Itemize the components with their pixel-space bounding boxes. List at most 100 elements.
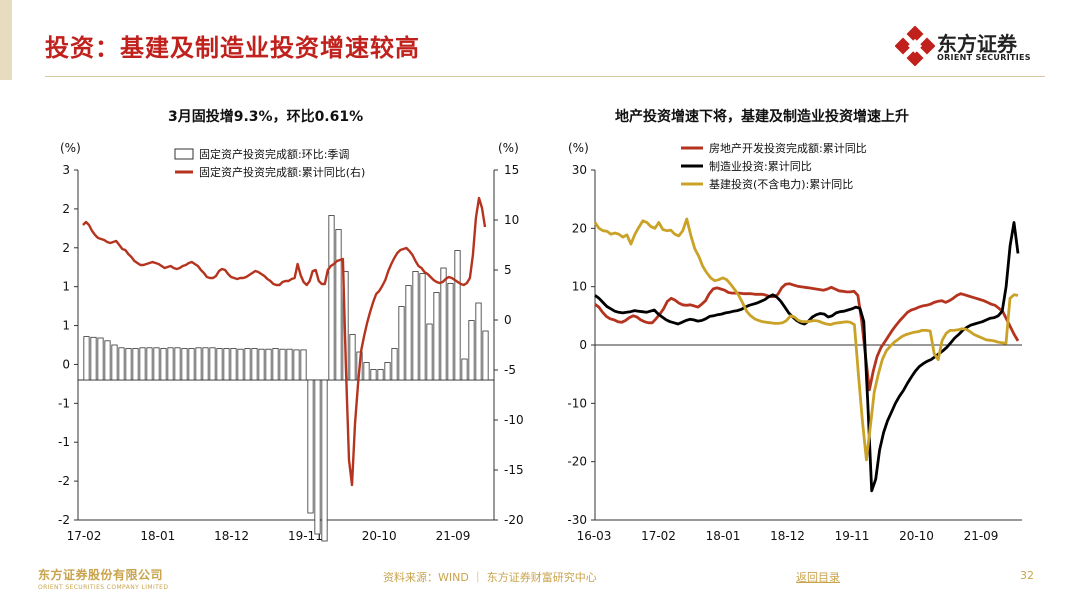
chart1-bar <box>398 306 405 381</box>
chart1-right-tick-label: -5 <box>504 363 516 377</box>
chart1-bar <box>125 348 132 381</box>
chart1-bar <box>146 347 153 381</box>
chart2-y-tick-label: -30 <box>567 513 587 527</box>
chart1-bar <box>195 347 202 381</box>
chart2-y-tick-label: 20 <box>572 221 587 235</box>
chart1-bar <box>461 358 468 381</box>
chart1-bar <box>223 348 230 381</box>
chart1-bar <box>377 369 384 381</box>
chart1-bar <box>321 379 328 542</box>
chart1-bar <box>244 348 251 381</box>
chart1-bar <box>419 273 426 381</box>
back-to-toc-link[interactable]: 返回目录 <box>796 571 840 584</box>
chart2-svg: (%) 30 20 10 0 -10 -20 -30 16-03 17-02 18-01 18-12 1… <box>567 141 1022 543</box>
chart2-y-tick-label: 30 <box>572 163 587 177</box>
chart2-y-tick-label: 0 <box>579 338 587 352</box>
chart1-bar <box>272 348 279 381</box>
side-accent-bar <box>0 0 12 80</box>
chart1-left-tick-label: -1 <box>58 435 70 449</box>
chart1-bar <box>328 215 335 381</box>
chart1-series-line <box>82 196 487 487</box>
chart1-bar <box>251 348 258 381</box>
chart1-x-tick-label: 20-10 <box>362 529 397 543</box>
chart2-y-tick-label: -10 <box>567 396 587 410</box>
chart1-right-unit: (%) <box>498 141 519 155</box>
logo-text-en: ORIENT SECURITIES <box>937 53 1031 62</box>
chart2-title: 地产投资增速下将，基建及制造业投资增速上升 <box>615 109 909 125</box>
chart2-y-tick-label: 10 <box>572 280 587 294</box>
chart1-left-unit: (%) <box>60 141 81 155</box>
chart1-bar <box>468 320 475 381</box>
chart1-bar <box>307 379 314 514</box>
chart2-y-unit: (%) <box>568 141 589 155</box>
chart1-bar <box>97 337 104 381</box>
chart2-legend-real-estate-label: 房地产开发投资完成额:累计同比 <box>709 141 867 155</box>
chart1-legend-bar-label: 固定资产投资完成额:环比:季调 <box>199 147 349 161</box>
chart1-bar <box>167 347 174 381</box>
chart1-bar <box>335 229 342 381</box>
chart1-bar <box>181 348 188 381</box>
chart1-bar <box>265 348 272 381</box>
chart1-bar <box>139 347 146 381</box>
chart1-bar <box>258 348 265 381</box>
chart1-bar <box>363 362 370 381</box>
company-logo: 东方证券 ORIENT SECURITIES <box>894 25 1045 68</box>
chart1-left-tick-label: -2 <box>58 474 70 488</box>
chart1-bar <box>412 271 419 381</box>
chart1-left-tick-label: 1 <box>62 280 70 294</box>
chart1-right-tick-label: 15 <box>504 163 519 177</box>
footer-logo: 东方证券股份有限公司 ORIENT SECURITIES COMPANY LIM… <box>38 566 168 591</box>
chart1-bar <box>482 330 489 381</box>
chart1-bar <box>475 302 482 381</box>
page-title: 投资：基建及制造业投资增速较高 <box>45 33 420 62</box>
chart1-right-tick-label: 10 <box>504 213 519 227</box>
footer-logo-en: ORIENT SECURITIES COMPANY LIMITED <box>38 584 169 591</box>
chart1-bar <box>132 348 139 381</box>
chart1-x-tick-label: 21-09 <box>436 529 471 543</box>
chart2-x-tick-label: 18-12 <box>770 529 805 543</box>
chart2-legend-manufacturing-label: 制造业投资:累计同比 <box>709 159 812 173</box>
chart2-x-tick-label: 18-01 <box>706 529 741 543</box>
chart1-legend-line-label: 固定资产投资完成额:累计同比(右) <box>199 165 365 179</box>
chart1-bar <box>90 336 97 381</box>
chart1-bar <box>237 348 244 381</box>
chart1-right-tick-label: 0 <box>504 313 512 327</box>
chart1-x-tick-label: 17-02 <box>67 529 102 543</box>
chart1-bar <box>447 282 454 381</box>
chart1-left-tick-label: 2 <box>62 202 70 216</box>
chart1-left-tick-label: 2 <box>62 241 70 255</box>
chart1-left-tick-label: -2 <box>58 513 70 527</box>
chart1-right-tick-label: 5 <box>504 263 512 277</box>
chart2-x-tick-label: 16-03 <box>577 529 612 543</box>
chart1-x-tick-label: 18-01 <box>140 529 175 543</box>
chart2-series-real-estate <box>594 282 1020 392</box>
chart1-left-tick-label: -1 <box>58 396 70 410</box>
chart1-x-tick-label: 19-11 <box>288 529 323 543</box>
chart1-bar <box>104 340 111 381</box>
chart1-bar <box>384 362 391 381</box>
chart1-bar <box>230 348 237 381</box>
chart1-bar <box>153 347 160 381</box>
orient-logo-icon <box>894 25 936 67</box>
chart1-bar <box>405 285 412 381</box>
chart1-right-tick-label: -20 <box>504 513 524 527</box>
chart1-bar <box>300 349 307 381</box>
chart1-bar <box>188 348 195 381</box>
chart2-x-tick-label: 21-09 <box>964 529 999 543</box>
chart1-bar <box>314 379 321 535</box>
chart2-x-tick-label: 17-02 <box>641 529 676 543</box>
chart1-bar <box>391 348 398 381</box>
chart1-bar <box>202 347 209 381</box>
title-divider <box>45 76 1045 77</box>
chart1-left-tick-label: 3 <box>62 163 70 177</box>
chart2-legend-infrastructure-label: 基建投资(不含电力):累计同比 <box>709 177 853 191</box>
chart2-x-tick-label: 19-11 <box>835 529 870 543</box>
chart1-bar <box>279 348 286 381</box>
chart1-bar <box>370 369 377 381</box>
chart1-bar <box>83 336 90 381</box>
chart1-bar <box>209 347 216 381</box>
chart1-bar <box>426 323 433 381</box>
chart1-bar <box>111 344 118 381</box>
chart1-bar <box>286 348 293 381</box>
chart1-bar <box>160 348 167 381</box>
